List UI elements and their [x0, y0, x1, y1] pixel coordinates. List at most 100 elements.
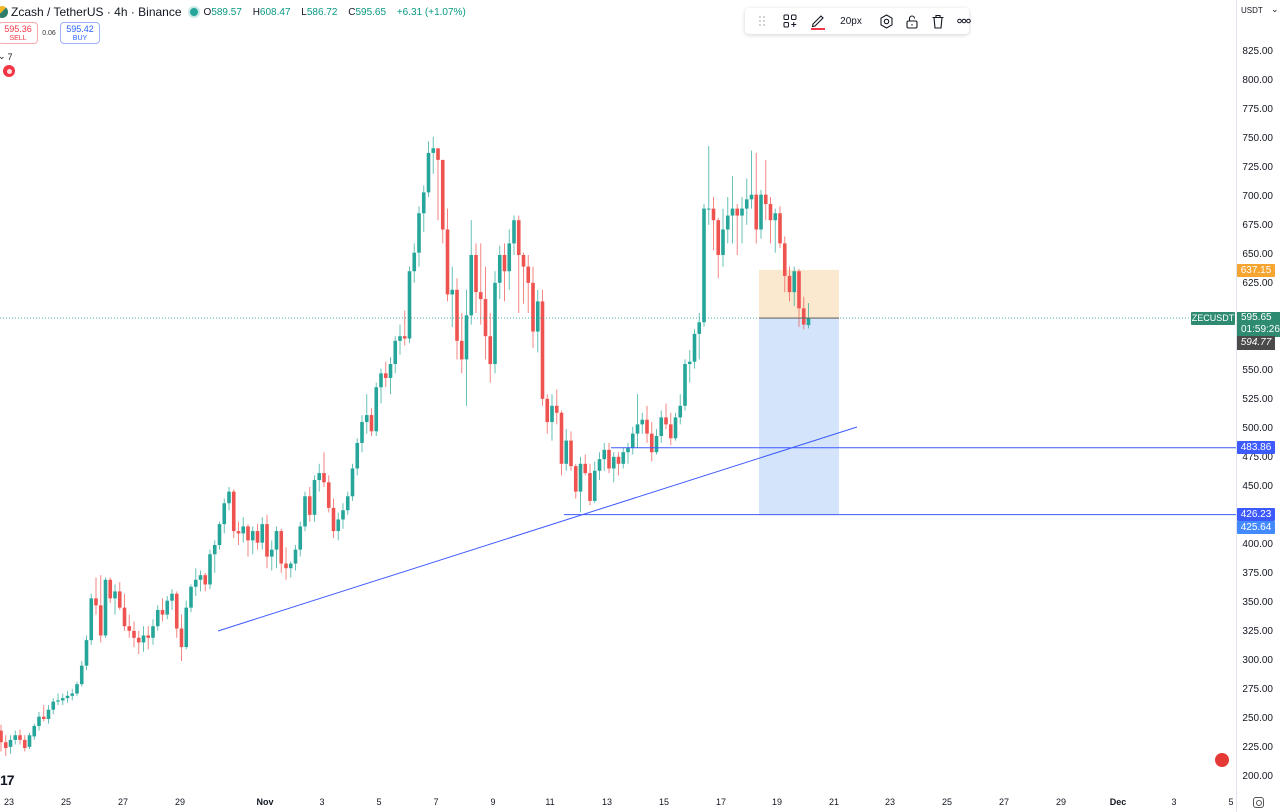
time-tick: 7 — [433, 797, 439, 807]
drawing-floating-toolbar: 20px — [745, 8, 971, 34]
price-tick: 825.00 — [1242, 46, 1273, 57]
time-tick: 19 — [771, 797, 783, 807]
price-tick: 450.00 — [1242, 481, 1273, 492]
time-tick: 29 — [1055, 797, 1067, 807]
drawings-layer[interactable] — [0, 317, 1236, 632]
price-tick: 500.00 — [1242, 423, 1273, 434]
more-options-icon[interactable] — [953, 10, 975, 32]
time-tick: 5 — [1228, 797, 1234, 807]
price-tick: 325.00 — [1242, 626, 1273, 637]
price-tick: 525.00 — [1242, 394, 1273, 405]
time-tick: 25 — [60, 797, 72, 807]
time-tick: 11 — [545, 797, 555, 807]
price-tick: 550.00 — [1242, 365, 1273, 376]
time-tick: 5 — [376, 797, 382, 807]
time-tick: 23 — [3, 797, 15, 807]
current-price: 595.65 — [1241, 312, 1272, 323]
price-tick: 225.00 — [1242, 742, 1273, 753]
symbol-price-tag: ZECUSDT — [1191, 312, 1235, 325]
chart-settings-icon[interactable] — [1253, 797, 1264, 808]
time-tick: 3 — [319, 797, 325, 807]
currency-selector[interactable]: USDT — [1241, 6, 1263, 15]
ohlc-values: O589.57 H608.47 L586.72 C595.65 +6.31 (+… — [204, 7, 470, 18]
time-tick: 9 — [490, 797, 496, 807]
candlestick-series — [0, 136, 811, 757]
time-tick: 27 — [117, 797, 129, 807]
high-value: 608.47 — [259, 6, 291, 18]
sell-price: 595.36 — [4, 23, 32, 34]
price-tick: 350.00 — [1242, 597, 1273, 608]
time-tick: 25 — [941, 797, 953, 807]
close-value: 595.65 — [355, 6, 387, 18]
buy-label: BUY — [72, 34, 88, 42]
price-tick: 750.00 — [1242, 133, 1273, 144]
open-label: O — [203, 6, 212, 18]
time-tick: 29 — [174, 797, 186, 807]
target-price-label: 637.15 — [1237, 264, 1275, 277]
sell-button[interactable]: 595.36 SELL — [0, 22, 38, 44]
time-tick: Nov — [256, 797, 274, 807]
time-tick: 13 — [601, 797, 613, 807]
unlock-icon[interactable] — [901, 10, 923, 32]
tradingview-logo-icon[interactable]: 17 — [0, 772, 15, 788]
alert-record-icon[interactable] — [3, 65, 15, 77]
record-button-icon[interactable] — [1215, 753, 1229, 767]
indicators-count: 7 — [7, 51, 13, 62]
bid-price-label: 594.77 — [1237, 336, 1275, 350]
price-tick: 675.00 — [1242, 220, 1273, 231]
price-tick: 250.00 — [1242, 713, 1273, 724]
chevron-down-icon[interactable]: ⌄ — [1271, 4, 1279, 14]
market-open-indicator-icon — [189, 8, 198, 16]
buy-button[interactable]: 595.42 BUY — [60, 22, 100, 44]
level-low-label: 425.64 — [1237, 521, 1275, 534]
symbol-title[interactable]: Zcash / TetherUS · 4h · Binance — [11, 5, 182, 19]
trash-icon[interactable] — [927, 10, 949, 32]
price-tick: 700.00 — [1242, 191, 1273, 202]
chevron-down-icon: ⌄ — [0, 51, 6, 61]
quick-trade-panel: 595.36 SELL 0.06 595.42 BUY — [0, 22, 100, 44]
drag-handle-icon[interactable] — [751, 10, 773, 32]
bar-countdown: 01:59:26 — [1241, 324, 1280, 335]
buy-price: 595.42 — [66, 23, 94, 34]
price-tick: 275.00 — [1242, 684, 1273, 695]
sell-label: SELL — [9, 34, 27, 42]
time-tick: 23 — [884, 797, 896, 807]
line-width-value: 20px — [840, 15, 862, 27]
close-label: C — [348, 6, 356, 18]
open-value: 589.57 — [211, 6, 242, 18]
change-value: +6.31 (+1.07%) — [396, 6, 466, 18]
stop-zone — [759, 318, 839, 515]
zcash-logo-icon — [0, 6, 8, 18]
object-tree-icon[interactable] — [779, 10, 801, 32]
indicators-collapse-toggle[interactable]: ⌄ 7 — [0, 51, 13, 62]
symbol-legend: Zcash / TetherUS · 4h · Binance O589.57 … — [0, 4, 470, 20]
time-tick: 15 — [658, 797, 670, 807]
price-tick: 400.00 — [1242, 539, 1273, 550]
current-price-label: 595.65 01:59:26 — [1237, 312, 1280, 337]
spread-value: 0.06 — [42, 29, 56, 37]
pencil-color-icon[interactable] — [807, 10, 829, 32]
time-tick: 3 — [1171, 797, 1177, 807]
price-tick: 375.00 — [1242, 568, 1273, 579]
price-tick: 775.00 — [1242, 104, 1273, 115]
line-width-button[interactable]: 20px — [839, 10, 862, 32]
price-tick: 200.00 — [1242, 771, 1273, 782]
time-axis[interactable]: 23 25 27 29 Nov 3 5 7 9 11 13 15 17 19 21 23 25 27 29 Dec 3 5 — [0, 794, 1236, 812]
time-tick: 17 — [715, 797, 727, 807]
level-high-label: 483.86 — [1237, 441, 1275, 454]
price-tick: 625.00 — [1242, 278, 1273, 289]
ascending-trendline — [217, 426, 858, 632]
low-label: L — [301, 6, 307, 18]
high-label: H — [252, 6, 260, 18]
long-position-tool[interactable] — [759, 269, 839, 515]
time-tick: 27 — [998, 797, 1010, 807]
price-axis[interactable]: 825.00 800.00 775.00 750.00 725.00 700.00 675.… — [1236, 0, 1280, 812]
time-tick: 21 — [828, 797, 840, 807]
price-tick: 300.00 — [1242, 655, 1273, 666]
price-tick: 650.00 — [1242, 249, 1273, 260]
settings-gear-icon[interactable] — [875, 10, 897, 32]
low-value: 586.72 — [306, 6, 338, 18]
price-tick: 800.00 — [1242, 75, 1273, 86]
stop-price-label: 426.23 — [1237, 508, 1275, 521]
